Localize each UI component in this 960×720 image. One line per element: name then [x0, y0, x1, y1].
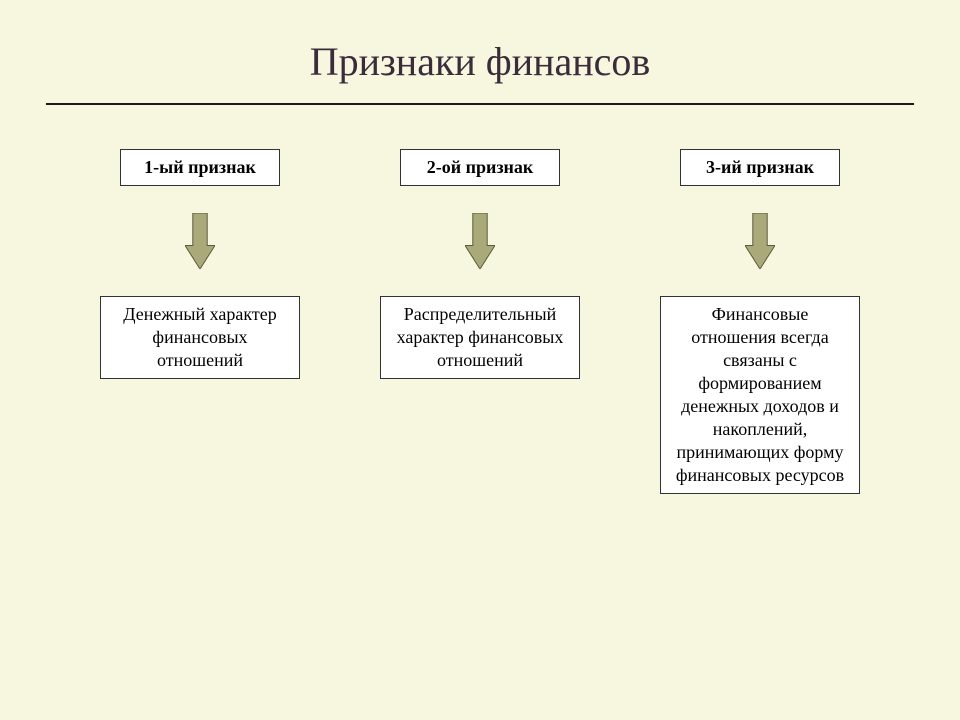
arrow-wrap-1	[185, 186, 215, 296]
title-divider	[46, 103, 914, 105]
desc-box-3: Финансовые отношения всегда связаны с фо…	[660, 296, 860, 494]
header-box-2: 2-ой признак	[400, 149, 560, 186]
arrow-down-icon	[745, 213, 775, 269]
arrow-wrap-3	[745, 186, 775, 296]
column-3: 3-ий признак Финансовые отношения всегда…	[660, 149, 860, 494]
columns-container: 1-ый признак Денежный характер финансовы…	[0, 149, 960, 494]
arrow-down-icon	[185, 213, 215, 269]
column-1: 1-ый признак Денежный характер финансовы…	[100, 149, 300, 379]
desc-box-2: Распределительный характер финансовых от…	[380, 296, 580, 379]
arrow-down-icon	[465, 213, 495, 269]
desc-box-1: Денежный характер финансовых отношений	[100, 296, 300, 379]
column-2: 2-ой признак Распределительный характер …	[380, 149, 580, 379]
page-title: Признаки финансов	[0, 0, 960, 103]
header-box-3: 3-ий признак	[680, 149, 840, 186]
header-box-1: 1-ый признак	[120, 149, 280, 186]
arrow-wrap-2	[465, 186, 495, 296]
